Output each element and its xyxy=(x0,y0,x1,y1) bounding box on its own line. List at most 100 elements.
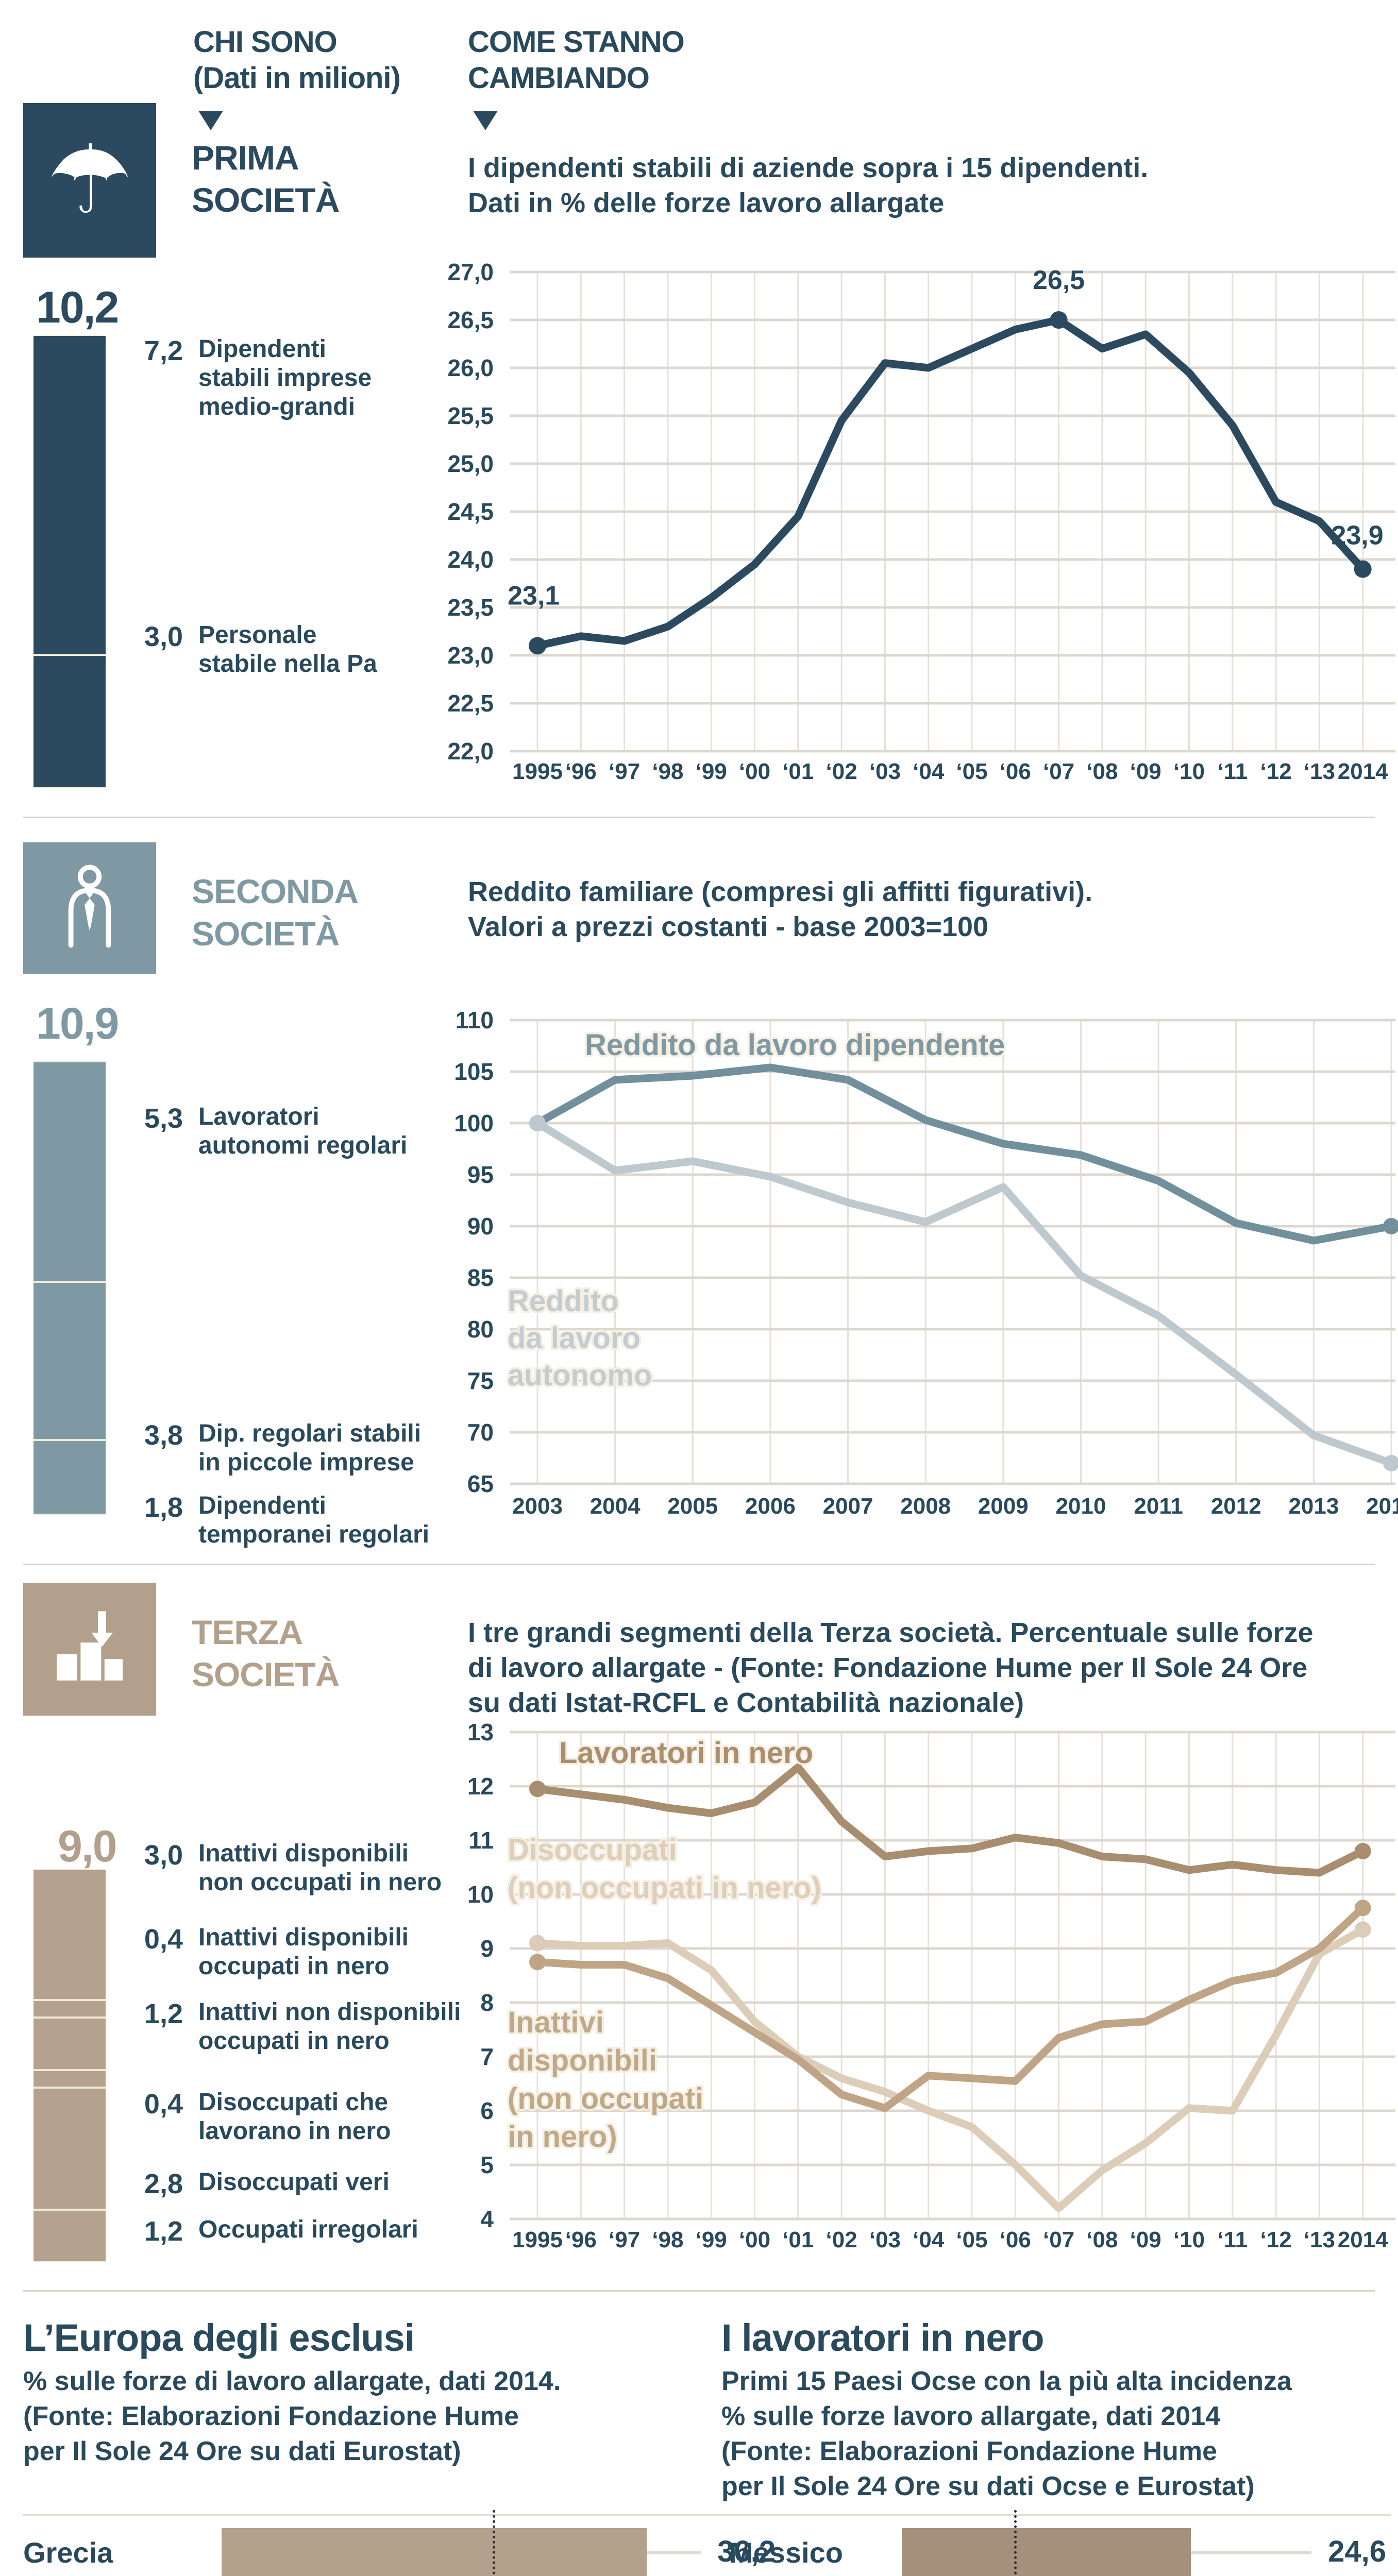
x-tick-label: 2008 xyxy=(900,1494,951,1519)
stat-bar-segment xyxy=(33,1440,106,1514)
y-tick-label: 10 xyxy=(467,1881,494,1908)
y-tick-label: 26,5 xyxy=(447,307,494,333)
x-tick-label: ‘99 xyxy=(696,2227,727,2252)
section-title-prima-line2: SOCIETÀ xyxy=(192,181,340,219)
stat-bar-segment xyxy=(33,2071,106,2087)
stat-bar-segment xyxy=(33,1062,106,1281)
y-tick-label: 105 xyxy=(454,1058,494,1085)
x-tick-label: ‘99 xyxy=(696,759,727,784)
section-separator xyxy=(23,2290,1375,2292)
stat-segment-text: Dipendenti xyxy=(198,335,326,363)
stat-segment-value: 5,3 xyxy=(144,1103,183,1134)
line-chart-dipendenti-stabili: 27,0 26,5 26,0 25,5 25,0 24,5 24,0 23,5 23,0 22,5… xyxy=(447,259,1395,784)
stat-segment-text: Inattivi disponibili xyxy=(198,1840,409,1867)
y-tick-label: 5 xyxy=(480,2151,494,2178)
x-tick-label: ‘97 xyxy=(609,759,640,784)
stat-segment-label: 2,8 Disoccupati veri xyxy=(90,2168,497,2202)
x-tick-label: 2012 xyxy=(1211,1494,1261,1519)
series-marker xyxy=(1383,1218,1398,1234)
average-dotted-line xyxy=(493,2510,495,2576)
prima-icon-box: ☂ xyxy=(23,103,156,258)
bottom-right-sub4: per Il Sole 24 Ore su dati Ocse e Eurost… xyxy=(721,2471,1255,2501)
stat-segment-label: 3,0 Inattivi disponibili non occupati in n… xyxy=(90,1839,497,1902)
x-tick-label: ‘07 xyxy=(1043,759,1074,784)
series-plot-label: Lavoratori in nero xyxy=(559,1736,813,1770)
y-tick-label: 11 xyxy=(468,1827,494,1854)
stat-segment-text: stabili imprese xyxy=(198,364,372,392)
stat-segment-value: 1,8 xyxy=(144,1492,183,1523)
y-tick-label: 75 xyxy=(467,1367,494,1394)
section-desc-terza-line3: su dati Istat-RCFL e Contabilità naziona… xyxy=(468,1687,1024,1718)
x-tick-label: 2003 xyxy=(512,1494,563,1519)
bottom-left-sub2: (Fonte: Elaborazioni Fondazione Hume xyxy=(23,2401,519,2431)
y-tick-label: 25,0 xyxy=(447,450,494,477)
stat-segment-text: temporanei regolari xyxy=(198,1521,430,1548)
series-plot-label: autonomo xyxy=(508,1359,652,1392)
seconda-icon-box xyxy=(23,842,156,974)
x-tick-label: ‘05 xyxy=(956,759,987,784)
x-tick-label: ‘12 xyxy=(1260,759,1292,784)
series-line-0 xyxy=(533,316,1367,650)
x-tick-label: ‘09 xyxy=(1130,759,1161,784)
series-plot-label: (non occupati in nero) xyxy=(508,1871,821,1905)
stat-segment-text: Inattivi non disponibili xyxy=(198,1998,461,2026)
y-tick-label: 7 xyxy=(480,2043,494,2070)
stat-segment-value: 3,8 xyxy=(144,1420,183,1451)
x-tick-label: ‘02 xyxy=(826,2227,857,2252)
stat-bar-segment xyxy=(33,1282,106,1439)
stat-segment-label: 0,4 Inattivi disponibili occupati in nero xyxy=(90,1923,497,1986)
stat-segment-value: 7,2 xyxy=(144,335,183,366)
series-marker xyxy=(1050,311,1068,329)
stat-segment-text: Disoccupati veri xyxy=(198,2168,390,2196)
series-marker xyxy=(529,1115,546,1131)
x-tick-label: 2009 xyxy=(978,1494,1029,1519)
bottom-right-sub1: Primi 15 Paesi Ocse con la più alta inci… xyxy=(721,2366,1292,2396)
series-marker xyxy=(529,1935,546,1952)
stat-segment-text: Lavoratori xyxy=(198,1103,319,1130)
series-plot-label: Inattivi xyxy=(508,2006,604,2039)
series-line-2 xyxy=(533,1904,1367,2112)
x-tick-label: ‘00 xyxy=(739,759,770,784)
stat-bar-segment xyxy=(33,2001,106,2017)
column-header-cambiando: CAMBIANDO xyxy=(468,61,650,95)
y-tick-label: 26,0 xyxy=(447,354,494,381)
country-label: Messico xyxy=(729,2536,843,2569)
y-tick-label: 22,0 xyxy=(447,738,494,765)
y-tick-label: 110 xyxy=(456,1007,494,1033)
y-tick-label: 90 xyxy=(467,1213,494,1240)
bar-value-label: 36,2 xyxy=(717,2535,776,2568)
x-tick-label: 2013 xyxy=(1288,1494,1339,1519)
x-tick-label: 2004 xyxy=(590,1494,641,1519)
stat-segment-value: 3,0 xyxy=(144,1840,183,1871)
series-line-1 xyxy=(533,1925,1367,2212)
x-tick-label: ‘05 xyxy=(956,2227,987,2252)
stat-bar-seconda xyxy=(33,1061,106,1515)
y-tick-label: 23,5 xyxy=(447,594,494,621)
country-label: Grecia xyxy=(23,2536,113,2569)
y-tick-label: 12 xyxy=(467,1773,494,1800)
stat-bar-prima xyxy=(33,335,106,788)
stat-segment-value: 2,8 xyxy=(144,2168,183,2199)
x-tick-label: ‘97 xyxy=(609,2227,640,2252)
x-tick-label: ‘10 xyxy=(1173,759,1205,784)
column-header-chi-sono: CHI SONO xyxy=(193,25,338,59)
y-tick-label: 24,5 xyxy=(447,498,494,525)
x-tick-label: 2005 xyxy=(667,1494,718,1519)
x-tick-label: ‘03 xyxy=(869,2227,901,2252)
stat-segment-label: 5,3 Lavoratori autonomi regolari xyxy=(90,1103,497,1165)
y-tick-label: 6 xyxy=(480,2097,494,2124)
stat-segment-text: Dipendenti xyxy=(198,1492,326,1519)
bottom-left-sub3: per Il Sole 24 Ore su dati Eurostat) xyxy=(23,2436,461,2466)
x-tick-label: ‘04 xyxy=(913,759,945,784)
series-marker xyxy=(1354,1921,1371,1938)
y-tick-label: 4 xyxy=(480,2206,494,2232)
series-marker xyxy=(1354,1843,1371,1859)
section-desc-terza-line2: di lavoro allargate - (Fonte: Fondazione… xyxy=(468,1652,1308,1683)
stat-bar-terza xyxy=(33,1869,106,2262)
column-header-come-stanno: COME STANNO xyxy=(468,25,685,59)
bar xyxy=(902,2528,1191,2576)
x-tick-label: ‘07 xyxy=(1043,2227,1074,2252)
stat-segment-text: in piccole imprese xyxy=(198,1449,414,1476)
x-tick-label: ‘98 xyxy=(652,2227,683,2252)
bottom-left-sub1: % sulle forze di lavoro allargate, dati … xyxy=(23,2366,561,2396)
